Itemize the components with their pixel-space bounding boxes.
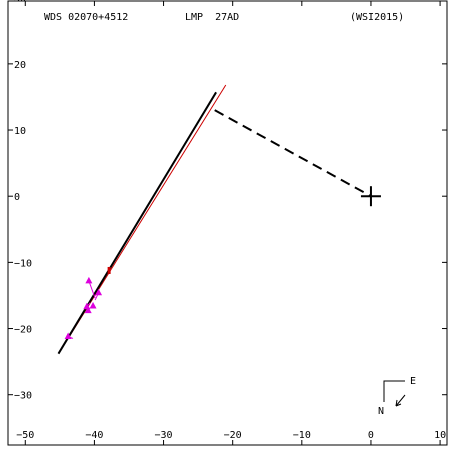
compass-east-label: E xyxy=(410,376,416,387)
x-tick-label: −40 xyxy=(85,430,103,441)
residual-marker xyxy=(107,266,111,274)
x-tick-label: −50 xyxy=(16,430,34,441)
node-line-dashed xyxy=(214,109,372,198)
y-tick-label: 20 xyxy=(14,60,26,71)
compass-axes xyxy=(383,380,405,402)
wds-id: WDS 02070+4512 xyxy=(44,12,128,23)
x-tick-labels: −50 −40 −30 −20 −10 0 10 xyxy=(16,430,446,441)
observation-point xyxy=(85,276,93,284)
observation-residual-line xyxy=(88,280,96,299)
orbit-line xyxy=(57,91,217,355)
y-tick-label: 0 xyxy=(14,192,20,203)
x-tick-label: −20 xyxy=(224,430,242,441)
y-tick-label: −30 xyxy=(14,391,32,402)
plot-border xyxy=(7,0,448,446)
compass: E N xyxy=(378,376,416,417)
observation-point xyxy=(84,306,92,314)
observations-layer xyxy=(64,266,111,339)
y-tick-label: −10 xyxy=(14,258,32,269)
plot-frame xyxy=(7,0,448,446)
y-tick-label: 30 xyxy=(14,0,26,5)
orbit-layer xyxy=(57,84,381,355)
motion-arrow-shaft xyxy=(395,394,406,407)
orbit-reference: (WSI2015) xyxy=(350,12,404,23)
y-tick-labels: −30 −20 −10 0 10 20 30 xyxy=(14,0,32,402)
observation-point xyxy=(64,332,72,339)
x-tick-label: −30 xyxy=(155,430,173,441)
x-tick-label: −10 xyxy=(293,430,311,441)
x-tick-label: 10 xyxy=(434,430,446,441)
y-tick-label: 10 xyxy=(14,126,26,137)
observation-point xyxy=(89,302,97,309)
observation-point xyxy=(95,288,103,296)
discoverer-code: LMP 27AD xyxy=(185,12,239,23)
orbit-edge-line xyxy=(67,84,227,339)
compass-north-label: N xyxy=(378,406,384,417)
motion-arrowhead-icon xyxy=(395,399,402,407)
y-tick-label: −20 xyxy=(14,325,32,336)
axis-ticks xyxy=(8,1,447,445)
x-tick-label: 0 xyxy=(368,430,374,441)
